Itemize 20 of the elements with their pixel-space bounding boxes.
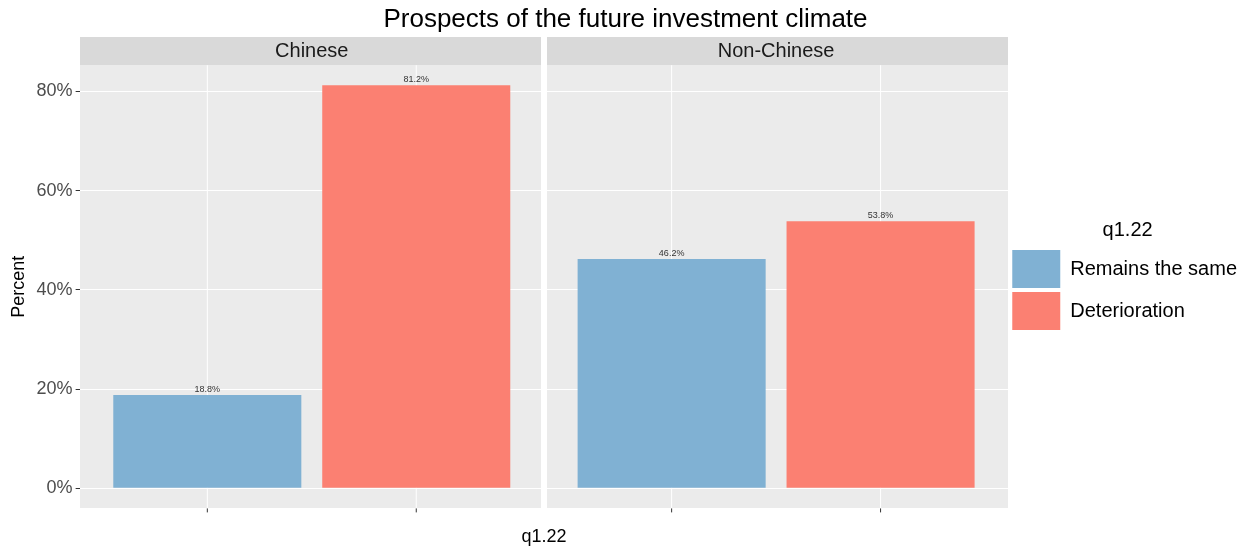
y-tick-label: 80% xyxy=(36,80,73,101)
y-tick-label: 40% xyxy=(36,278,73,299)
bar xyxy=(577,259,766,488)
data-label: 46.2% xyxy=(658,248,685,258)
y-tick-label: 20% xyxy=(36,377,73,398)
chart-title: Prospects of the future investment climate xyxy=(383,2,868,33)
x-tick-label: Chinese xyxy=(275,38,349,61)
legend-label: Remains the same xyxy=(1070,256,1238,279)
y-tick-label: 60% xyxy=(36,179,73,200)
legend-title: q1.22 xyxy=(1102,217,1153,240)
data-label: 53.8% xyxy=(867,210,894,221)
legend-label: Deterioration xyxy=(1070,298,1185,321)
x-tick-label: Non-Chinese xyxy=(717,38,835,61)
data-label: 81.2% xyxy=(403,74,430,85)
y-tick-label: 0% xyxy=(46,477,73,498)
bar xyxy=(113,394,302,488)
data-label: 18.8% xyxy=(194,383,221,394)
x-axis-title: q1.22 xyxy=(521,526,567,547)
bar xyxy=(786,221,975,488)
y-axis-title: Percent xyxy=(7,255,28,318)
